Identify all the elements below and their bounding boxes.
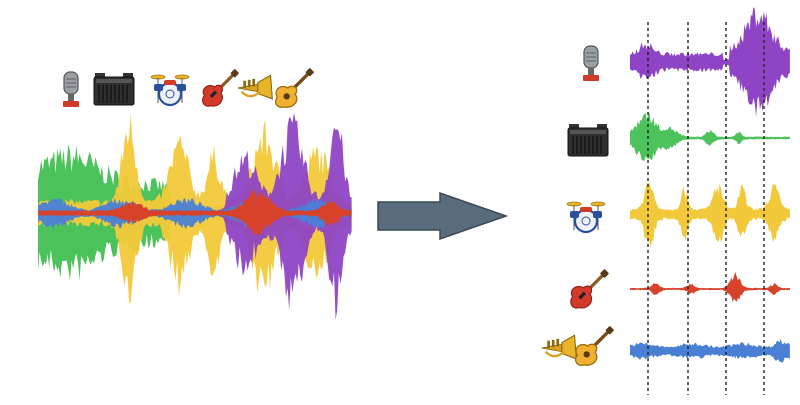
mixed-waveform [38, 112, 352, 320]
other-track-waveform [630, 338, 790, 363]
guitar-track-waveform [630, 272, 790, 302]
drums-drum-kit-icon [566, 200, 606, 234]
separated-tracks [630, 7, 790, 363]
drums-track-waveform [630, 182, 790, 248]
output-instrument-icons [540, 45, 614, 367]
trumpet-icon [236, 74, 274, 101]
input-instrument-icons [62, 68, 314, 109]
bass-amplifier-icon [567, 123, 609, 157]
other-trumpet-icon [540, 334, 578, 361]
drum-kit-icon [150, 73, 190, 107]
acoustic-guitar-icon [273, 68, 314, 109]
bass-track-waveform [630, 112, 790, 162]
vocals-microphone-icon [582, 45, 600, 82]
electric-guitar-icon [201, 68, 240, 108]
amplifier-icon [93, 72, 135, 106]
separation-arrow [377, 191, 509, 241]
mixed-vocals-layer [38, 112, 352, 320]
guitar-electric-guitar-icon [569, 268, 610, 310]
other-acoustic-guitar-icon [573, 326, 614, 367]
mixed-guitar-layer [38, 189, 352, 236]
vocals-track-waveform [630, 7, 790, 117]
microphone-icon [62, 71, 80, 108]
beat-markers [647, 22, 765, 395]
